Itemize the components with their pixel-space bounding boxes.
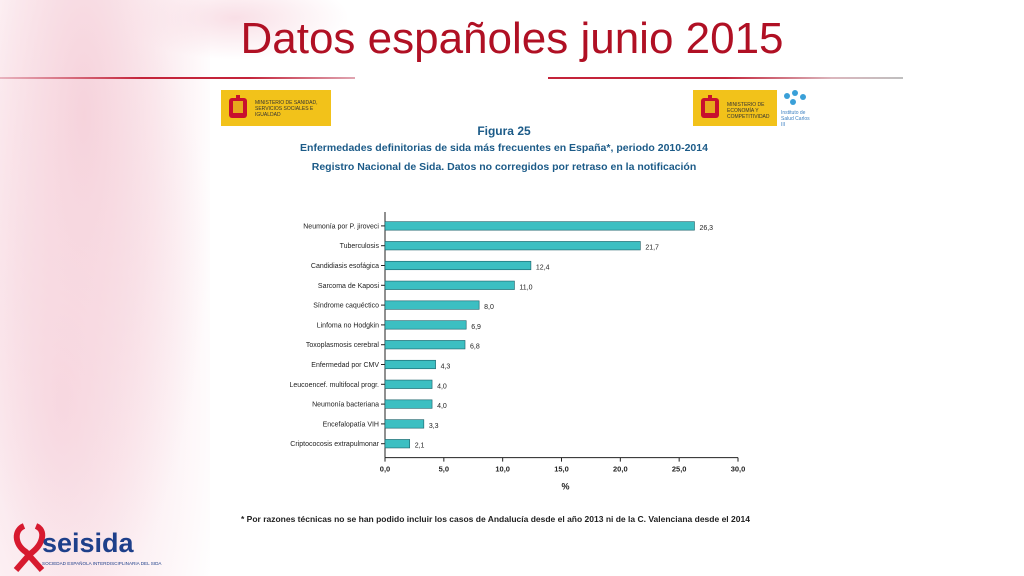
brand-tagline: SOCIEDAD ESPAÑOLA INTERDISCIPLINARIA DEL… (42, 560, 162, 566)
figure-footnote: * Por razones técnicas no se han podido … (241, 514, 750, 524)
figure-document: MINISTERIO DE SANIDAD, SERVICIOS SOCIALE… (219, 88, 810, 530)
title-rule-right (548, 77, 903, 79)
data-label: 11,0 (519, 284, 532, 291)
data-label: 4,3 (441, 364, 451, 371)
category-label: Toxoplasmosis cerebral (306, 342, 380, 349)
bar (384, 320, 467, 330)
brand-name: seisida (42, 528, 135, 558)
bar (384, 340, 466, 350)
x-tick-label: 15,0 (554, 465, 569, 474)
figure-subtitle-2: Registro Nacional de Sida. Datos no corr… (311, 161, 697, 173)
category-label: Criptococosis extrapulmonar (290, 441, 379, 448)
bar (384, 241, 641, 251)
category-label: Síndrome caquéctico (313, 303, 379, 310)
background-wash (0, 0, 210, 576)
category-label: Neumonía por P. jiroveci (303, 223, 379, 230)
ministry-left-text: MINISTERIO DE SANIDAD, SERVICIOS SOCIALE… (255, 100, 318, 118)
bar (384, 419, 425, 429)
bar (384, 260, 532, 271)
bar (384, 439, 411, 449)
data-label: 2,1 (415, 443, 425, 450)
ministry-logo-right: MINISTERIO DE ECONOMÍA Y COMPETITIVIDAD (693, 90, 777, 126)
x-tick-label: 25,0 (672, 465, 687, 474)
slide-title: Datos españoles junio 2015 (240, 14, 784, 63)
data-label: 26,3 (699, 225, 713, 232)
institute-name: Instituto de Salud Carlos III (781, 110, 810, 128)
data-label: 3,3 (429, 423, 439, 430)
x-tick-label: 10,0 (495, 465, 510, 474)
category-label: Encefalopatía VIH (323, 421, 379, 428)
data-label: 6,8 (470, 344, 480, 351)
figure-label: Figura 25 (477, 124, 531, 138)
data-label: 4,0 (437, 383, 447, 390)
category-label: Tuberculosis (340, 243, 380, 250)
x-axis-label: % (561, 482, 569, 492)
data-label: 6,9 (471, 324, 481, 331)
bar (384, 359, 436, 370)
data-label: 4,0 (437, 403, 447, 410)
bar (384, 221, 695, 231)
x-tick-label: 30,0 (731, 465, 746, 474)
bar-chart: Neumonía por P. jiroveci 26,3 Tuberculosis… (290, 212, 746, 492)
bar (384, 399, 433, 409)
seisida-logo: seisida SOCIEDAD ESPAÑOLA INTERDISCIPLIN… (13, 523, 162, 572)
ministry-logo-left: MINISTERIO DE SANIDAD, SERVICIOS SOCIALE… (221, 90, 331, 126)
data-label: 12,4 (536, 265, 550, 272)
category-label: Linfoma no Hodgkin (317, 322, 379, 329)
data-label: 8,0 (484, 304, 494, 311)
coat-of-arms-icon (229, 95, 247, 118)
background-wash-top (120, 0, 350, 60)
x-tick-label: 0,0 (380, 465, 390, 474)
title-rule-left (0, 77, 355, 79)
figure-subtitle-1: Enfermedades definitorias de sida más fr… (300, 142, 708, 154)
category-label: Neumonía bacteriana (312, 402, 379, 409)
coat-of-arms-icon (701, 95, 719, 118)
x-tick-label: 20,0 (613, 465, 628, 474)
ministry-right-text: MINISTERIO DE ECONOMÍA Y COMPETITIVIDAD (727, 102, 770, 120)
ribbon-icon (13, 523, 45, 572)
x-tick-label: 5,0 (439, 465, 449, 474)
category-label: Sarcoma de Kaposi (318, 283, 380, 290)
category-label: Leucoencef. multifocal progr. (290, 382, 380, 389)
category-label: Enfermedad por CMV (311, 362, 379, 369)
category-label: Candidiasis esofágica (311, 263, 379, 270)
bar (384, 280, 515, 290)
isciii-logo-icon (784, 90, 806, 105)
bar (384, 379, 433, 389)
bar (384, 300, 480, 310)
data-label: 21,7 (645, 245, 659, 252)
